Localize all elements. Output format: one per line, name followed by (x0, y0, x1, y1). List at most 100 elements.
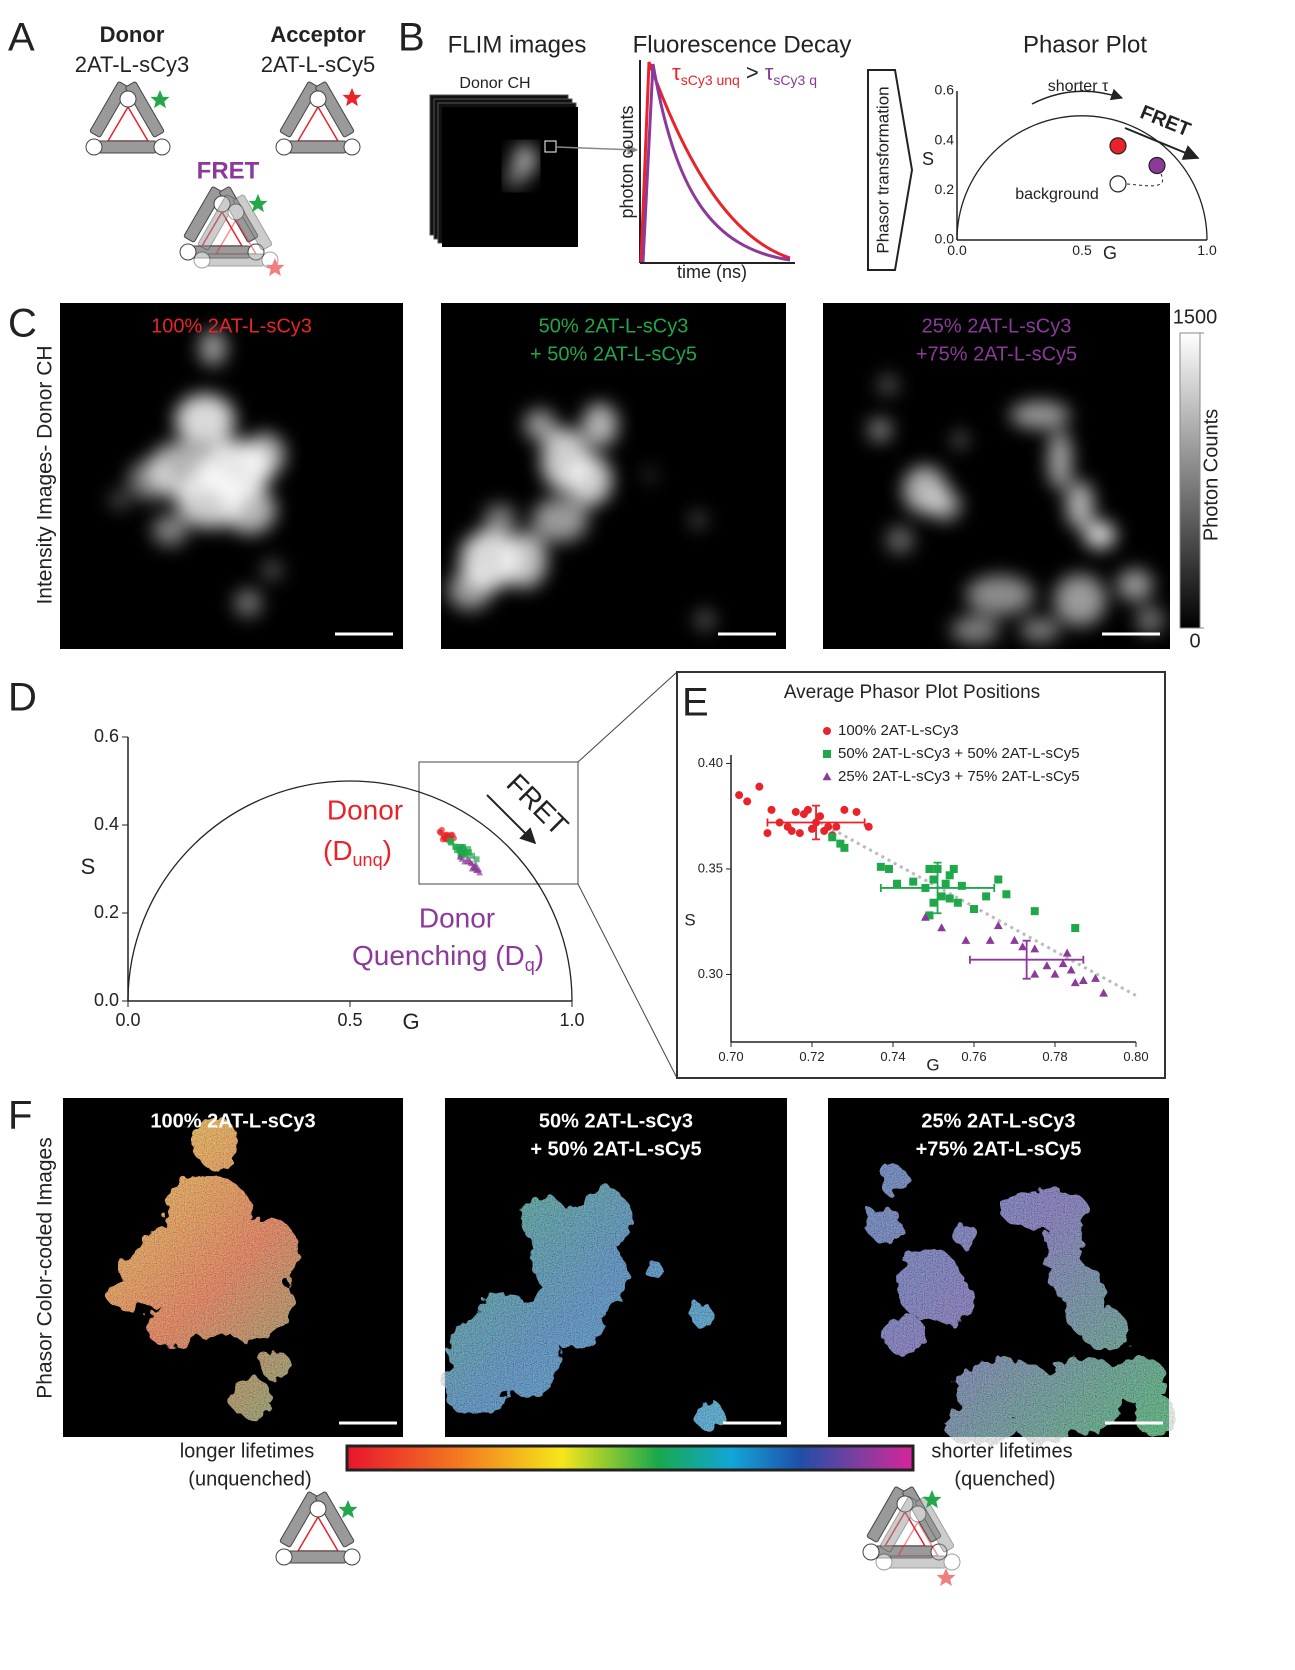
blob (952, 432, 968, 448)
colorbar-label: shorter lifetimes (931, 1440, 1072, 1462)
y-tick-label: 0.0 (94, 990, 119, 1010)
donor-title: Donor (100, 22, 165, 47)
data-point (853, 808, 861, 816)
tau-sub: sCy3 unq (681, 72, 740, 88)
data-point (1067, 965, 1076, 973)
y-tick-label: 0.35 (698, 860, 723, 875)
blob (951, 616, 999, 644)
blob (644, 469, 656, 481)
data-point (796, 829, 804, 837)
phasor-image: 100% 2AT-L-sCy3 (63, 1098, 403, 1437)
x-tick-label: 0.70 (718, 1049, 743, 1064)
annotation: Donor (419, 902, 495, 933)
data-point (1010, 936, 1019, 944)
colorbar-label: longer lifetimes (180, 1440, 315, 1462)
blob (503, 532, 547, 588)
annotation: shorter τ (1048, 78, 1109, 95)
data-point (1031, 907, 1039, 915)
zoom-line (578, 672, 677, 762)
image-caption: +75% 2AT-L-sCy5 (916, 1138, 1082, 1160)
blob (1054, 574, 1106, 626)
y-tick-label: 0.2 (94, 902, 119, 922)
x-tick-label: 1.0 (1197, 242, 1217, 258)
data-point (804, 806, 812, 814)
x-tick-label: 0.5 (1072, 242, 1092, 258)
x-axis-label: G (1103, 243, 1117, 263)
data-point (986, 936, 995, 944)
x-tick-label: 0.0 (947, 242, 967, 258)
panel-label: B (398, 16, 425, 60)
x-axis-label: G (926, 1055, 939, 1074)
y-tick-label: 0.2 (935, 181, 955, 197)
blob (484, 504, 516, 536)
flim-title: FLIM images (448, 31, 587, 58)
data-point (828, 833, 836, 841)
data-point (970, 905, 978, 913)
data-point (946, 895, 954, 903)
y-axis-label: S (684, 910, 695, 929)
phasor-image: 25% 2AT-L-sCy3+75% 2AT-L-sCy5 (828, 1098, 1169, 1437)
decay-ylabel: photon counts (617, 105, 637, 218)
data-point (885, 865, 893, 873)
data-point (763, 829, 771, 837)
image-caption: 50% 2AT-L-sCy3 (539, 315, 689, 337)
annotation-part: ) (383, 835, 392, 866)
blob (448, 570, 492, 610)
phasor-point (1149, 158, 1165, 174)
phasor-point (1110, 138, 1126, 154)
blob (582, 403, 618, 447)
image-caption: 25% 2AT-L-sCy3 (922, 315, 1072, 337)
x-tick-label: 0.76 (961, 1049, 986, 1064)
blob (524, 409, 556, 441)
data-point (877, 863, 885, 871)
intensity-image: 25% 2AT-L-sCy3+75% 2AT-L-sCy5 (823, 303, 1170, 649)
data-point (893, 880, 901, 888)
legend-label: 100% 2AT-L-sCy3 (838, 722, 959, 739)
blob (224, 486, 276, 534)
data-point (840, 806, 848, 814)
decay-title: Fluorescence Decay (633, 31, 852, 58)
colorbar-tick-label: 1500 (1173, 306, 1218, 328)
donor-star (339, 1500, 358, 1518)
data-point (816, 812, 824, 820)
x-tick-label: 0.5 (337, 1010, 362, 1030)
image-caption: 100% 2AT-L-sCy3 (150, 1110, 315, 1132)
tau-sub: sCy3 q (773, 72, 817, 88)
data-point (954, 899, 962, 907)
chart-title: Average Phasor Plot Positions (784, 682, 1040, 703)
panel-label: E (682, 681, 709, 725)
acceptor-title: Acceptor (270, 22, 366, 47)
blob (532, 498, 588, 542)
chart-title: Phasor Plot (1023, 31, 1147, 58)
donor-molecule (86, 81, 170, 155)
blob (695, 610, 715, 630)
zoom-line (578, 884, 677, 1078)
blob (1020, 618, 1060, 642)
panel-label: F (8, 1094, 32, 1138)
data-point (1002, 890, 1010, 898)
color-group (63, 1098, 403, 1437)
image-caption: 100% 2AT-L-sCy3 (151, 315, 312, 337)
data-point (735, 791, 743, 799)
colorbar (1180, 333, 1200, 628)
image-caption: 50% 2AT-L-sCy3 (539, 1110, 693, 1132)
data-point (930, 899, 938, 907)
blob (886, 526, 914, 554)
blob (234, 589, 262, 617)
blob (878, 375, 898, 395)
data-point (962, 936, 971, 944)
greater-than: > (746, 60, 759, 85)
colorbar-label: (quenched) (954, 1468, 1055, 1490)
image-caption: + 50% 2AT-L-sCy5 (530, 343, 697, 365)
data-point (1043, 961, 1052, 969)
blob (1084, 521, 1116, 549)
panel-label: D (8, 676, 37, 720)
panel-label: A (8, 16, 35, 60)
row-label: Phasor Color-coded Images (34, 1137, 57, 1398)
x-axis-label: G (402, 1009, 419, 1034)
lifetime-colorbar (347, 1446, 913, 1470)
annotation-sub: q (525, 955, 535, 975)
tau-symbol: τ (672, 60, 681, 85)
blob (1117, 569, 1153, 601)
intensity-image: 50% 2AT-L-sCy3 + 50% 2AT-L-sCy5 (441, 303, 786, 649)
